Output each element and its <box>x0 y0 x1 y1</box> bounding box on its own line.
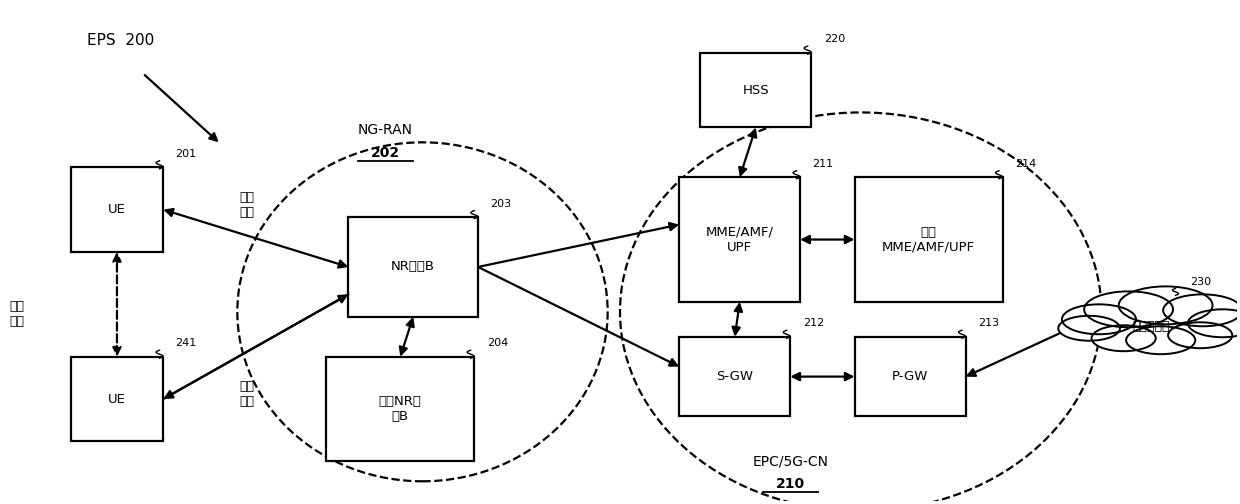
Text: HSS: HSS <box>743 84 769 96</box>
Text: EPS  200: EPS 200 <box>87 33 154 48</box>
Circle shape <box>1091 325 1156 351</box>
Text: 211: 211 <box>812 159 833 169</box>
Text: UE: UE <box>108 393 126 406</box>
Text: P-GW: P-GW <box>892 370 929 383</box>
FancyBboxPatch shape <box>71 167 164 252</box>
FancyBboxPatch shape <box>701 52 811 128</box>
Text: 其它NR节
点B: 其它NR节 点B <box>379 395 422 423</box>
Text: 241: 241 <box>176 338 197 348</box>
Text: 204: 204 <box>486 338 508 348</box>
Text: 230: 230 <box>1190 277 1211 287</box>
Circle shape <box>1168 322 1233 348</box>
Text: 第三
链路: 第三 链路 <box>9 300 24 328</box>
Text: S-GW: S-GW <box>717 370 754 383</box>
Text: 210: 210 <box>776 477 805 491</box>
FancyBboxPatch shape <box>348 217 479 317</box>
Circle shape <box>1163 294 1240 326</box>
Text: UE: UE <box>108 203 126 216</box>
Text: 其它
MME/AMF/UPF: 其它 MME/AMF/UPF <box>882 225 975 254</box>
Text: MME/AMF/
UPF: MME/AMF/ UPF <box>706 225 774 254</box>
Circle shape <box>1188 309 1240 337</box>
Text: 214: 214 <box>1016 159 1037 169</box>
Text: 202: 202 <box>371 146 401 160</box>
FancyBboxPatch shape <box>854 337 966 416</box>
FancyBboxPatch shape <box>326 357 475 461</box>
FancyBboxPatch shape <box>71 357 164 442</box>
Text: NR节点B: NR节点B <box>392 261 435 274</box>
Circle shape <box>1061 304 1136 334</box>
FancyBboxPatch shape <box>680 337 790 416</box>
Text: 203: 203 <box>490 199 512 209</box>
Circle shape <box>1126 326 1195 354</box>
Text: 第二
链路: 第二 链路 <box>239 380 254 408</box>
Text: 因特网服务: 因特网服务 <box>1132 320 1169 333</box>
Circle shape <box>1084 291 1173 327</box>
Text: 201: 201 <box>176 149 197 159</box>
Text: 213: 213 <box>978 318 999 328</box>
Circle shape <box>1058 316 1120 341</box>
Text: NG-RAN: NG-RAN <box>358 123 413 138</box>
Text: 212: 212 <box>802 318 823 328</box>
FancyBboxPatch shape <box>680 177 800 302</box>
Circle shape <box>1118 286 1213 324</box>
Text: EPC/5G-CN: EPC/5G-CN <box>753 455 828 469</box>
Text: 220: 220 <box>823 34 844 44</box>
FancyBboxPatch shape <box>854 177 1003 302</box>
Text: 第一
链路: 第一 链路 <box>239 191 254 219</box>
